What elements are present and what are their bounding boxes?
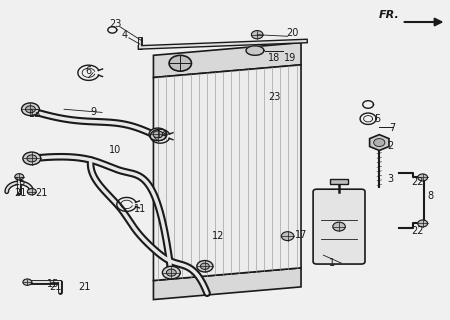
Text: 22: 22 — [411, 226, 423, 236]
Text: 23: 23 — [268, 92, 280, 101]
Circle shape — [200, 263, 209, 269]
Circle shape — [23, 279, 32, 285]
Text: 1: 1 — [329, 258, 335, 268]
Polygon shape — [153, 268, 301, 300]
Text: 11: 11 — [134, 204, 146, 214]
Circle shape — [333, 222, 345, 231]
Text: 17: 17 — [295, 229, 307, 240]
Circle shape — [27, 155, 37, 162]
Text: FR.: FR. — [378, 11, 400, 20]
Polygon shape — [369, 135, 389, 150]
Text: 18: 18 — [268, 53, 280, 63]
Polygon shape — [153, 65, 301, 281]
Circle shape — [22, 103, 40, 116]
Circle shape — [153, 131, 163, 138]
Circle shape — [26, 106, 36, 113]
Text: 4: 4 — [122, 30, 127, 40]
Polygon shape — [246, 46, 264, 55]
Text: 21: 21 — [14, 188, 27, 198]
Circle shape — [169, 55, 191, 71]
Text: 5: 5 — [374, 114, 380, 124]
Text: 15: 15 — [47, 279, 59, 289]
Text: 6: 6 — [86, 66, 92, 76]
Bar — [330, 179, 348, 184]
Circle shape — [418, 174, 428, 181]
Text: 14: 14 — [156, 130, 168, 140]
Text: 8: 8 — [428, 191, 434, 202]
Circle shape — [166, 269, 176, 276]
Circle shape — [23, 152, 41, 165]
Text: 10: 10 — [109, 146, 122, 156]
Text: 21: 21 — [36, 188, 48, 198]
Circle shape — [252, 31, 263, 39]
Text: 20: 20 — [286, 28, 298, 38]
Polygon shape — [153, 43, 301, 77]
Text: 2: 2 — [387, 141, 394, 151]
Circle shape — [27, 188, 36, 195]
Text: 12: 12 — [212, 231, 225, 241]
Circle shape — [281, 232, 294, 241]
Text: 21: 21 — [78, 282, 90, 292]
Circle shape — [418, 220, 428, 227]
Text: 22: 22 — [411, 177, 423, 187]
Text: 21: 21 — [49, 282, 61, 292]
Circle shape — [149, 128, 167, 141]
Text: 13: 13 — [29, 109, 41, 119]
Circle shape — [197, 260, 213, 272]
Text: 19: 19 — [284, 53, 296, 63]
Text: 9: 9 — [90, 108, 96, 117]
Circle shape — [374, 139, 385, 147]
Circle shape — [162, 266, 180, 279]
Text: 7: 7 — [390, 123, 396, 133]
Circle shape — [15, 174, 24, 180]
FancyBboxPatch shape — [313, 189, 365, 264]
Text: 23: 23 — [109, 19, 122, 28]
Text: 3: 3 — [387, 174, 394, 184]
Text: 16: 16 — [14, 177, 26, 187]
